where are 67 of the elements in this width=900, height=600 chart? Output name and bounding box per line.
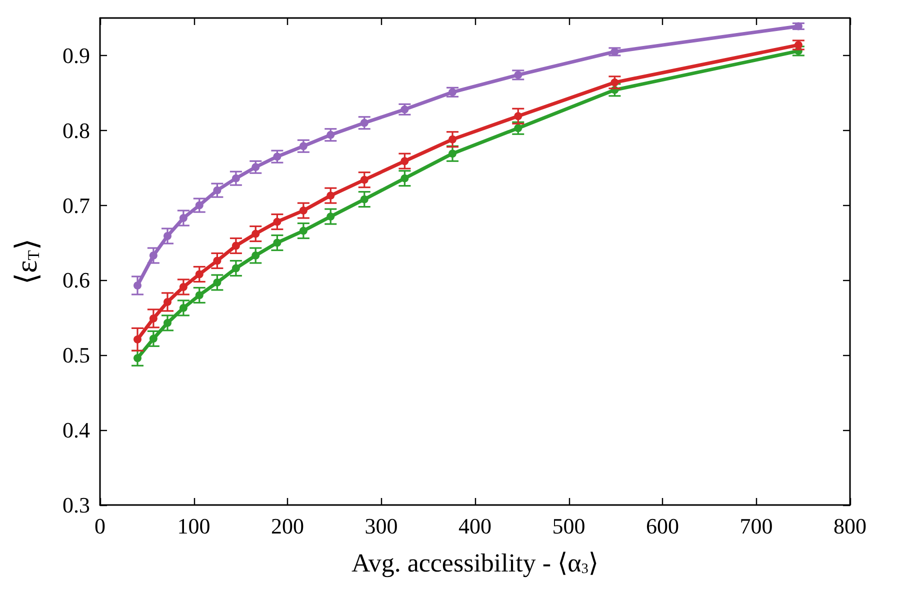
point	[360, 195, 368, 204]
point	[164, 232, 172, 240]
x-tick-label: 400	[458, 514, 492, 538]
point	[195, 201, 204, 210]
point	[360, 118, 368, 127]
point	[273, 238, 282, 247]
point	[179, 304, 188, 312]
point	[134, 354, 142, 362]
point	[232, 174, 240, 182]
point	[610, 48, 619, 56]
point	[213, 278, 222, 286]
point	[213, 256, 222, 265]
point	[164, 318, 172, 327]
point	[794, 22, 802, 30]
point	[794, 40, 802, 49]
point	[252, 230, 260, 238]
point	[448, 150, 456, 158]
point	[149, 314, 158, 322]
point	[164, 298, 172, 306]
point	[514, 112, 522, 120]
point	[299, 206, 308, 215]
point	[610, 78, 619, 86]
y-tick-label: 0.5	[62, 342, 90, 368]
y-tick-label: 0.3	[62, 492, 90, 518]
x-tick-label: 700	[740, 514, 773, 538]
point	[326, 130, 335, 139]
point	[195, 291, 204, 300]
y-tick-label: 0.6	[62, 268, 90, 293]
point	[179, 282, 188, 291]
y-tick-label: 0.7	[62, 192, 90, 218]
point	[252, 252, 260, 260]
x-tick-label: 800	[834, 514, 866, 538]
point	[326, 212, 335, 221]
point	[232, 264, 240, 272]
point	[273, 218, 282, 226]
y-tick-label: 0.9	[62, 42, 90, 68]
point	[149, 252, 158, 260]
y-axis-title: ⟨εT⟩	[10, 238, 44, 285]
point	[360, 176, 368, 184]
point	[400, 105, 409, 114]
point	[252, 163, 260, 172]
point	[326, 192, 335, 200]
y-tick-label: 0.8	[62, 118, 90, 143]
x-tick-label: 200	[271, 514, 304, 538]
point	[213, 186, 222, 194]
point	[149, 334, 158, 343]
x-tick-label: 0	[94, 514, 106, 538]
point	[514, 124, 522, 132]
point	[448, 135, 456, 144]
x-tick-label: 100	[177, 514, 210, 538]
x-tick-label: 500	[552, 514, 586, 538]
x-axis-title: Avg. accessibility - ⟨α3⟩	[351, 548, 599, 578]
x-tick-label: 300	[364, 514, 398, 538]
point	[134, 335, 142, 344]
point	[195, 270, 204, 278]
point	[400, 157, 409, 166]
point	[400, 174, 409, 182]
y-tick-label: 0.4	[62, 418, 90, 443]
point	[179, 214, 188, 222]
point	[273, 152, 282, 161]
point	[514, 70, 522, 79]
point	[299, 226, 308, 235]
point	[448, 88, 456, 96]
point	[232, 242, 240, 250]
x-tick-label: 600	[646, 514, 679, 538]
point	[134, 281, 142, 290]
point	[299, 142, 308, 150]
